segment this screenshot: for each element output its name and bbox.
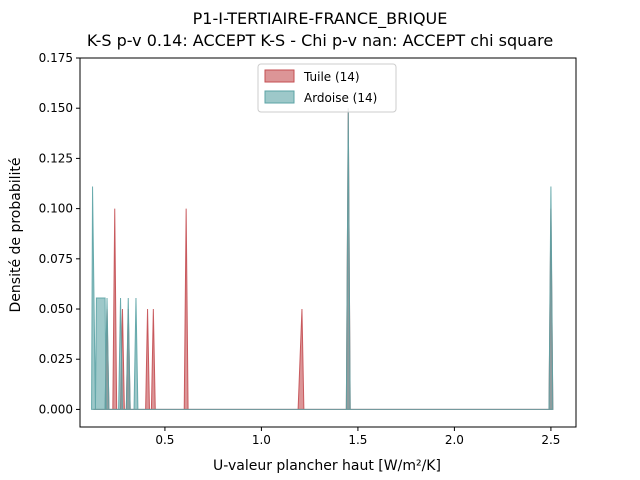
chart-title-line-1: P1-I-TERTIAIRE-FRANCE_BRIQUE (193, 9, 448, 29)
series-layer (91, 108, 554, 410)
legend-swatch-tuile (264, 69, 295, 83)
y-axis: 0.000 0.025 0.050 0.075 0.100 0.125 0.150 0.175 (39, 51, 80, 416)
legend: Tuile (14) Ardoise (14) (257, 63, 397, 113)
y-tick-label: 0.075 (39, 252, 73, 266)
y-tick-label: 0.125 (39, 151, 73, 165)
plot-area (79, 57, 577, 428)
series-area-ardoise (91, 108, 554, 410)
x-tick-label: 2.0 (445, 433, 464, 447)
y-tick-label: 0.050 (39, 302, 73, 316)
y-tick-label: 0.025 (39, 352, 73, 366)
y-tick-label: 0.100 (39, 202, 73, 216)
legend-label-ardoise: Ardoise (14) (304, 91, 377, 105)
x-tick-label: 0.5 (155, 433, 174, 447)
x-axis: 0.5 1.0 1.5 2.0 2.5 (155, 427, 560, 447)
x-tick-label: 1.5 (348, 433, 367, 447)
y-tick-label: 0.000 (39, 402, 73, 416)
y-tick-label: 0.150 (39, 101, 73, 115)
legend-swatch-ardoise (264, 90, 295, 104)
plot-frame (79, 57, 577, 428)
x-tick-label: 2.5 (541, 433, 560, 447)
legend-label-tuile: Tuile (14) (303, 70, 360, 84)
y-tick-label: 0.175 (39, 51, 73, 65)
chart-title-line-2: K-S p-v 0.14: ACCEPT K-S - Chi p-v nan: … (87, 31, 553, 50)
x-tick-label: 1.0 (252, 433, 271, 447)
y-axis-label: Densité de probabilité (8, 158, 24, 313)
x-axis-label: U-valeur plancher haut [W/m²/K] (213, 458, 441, 474)
